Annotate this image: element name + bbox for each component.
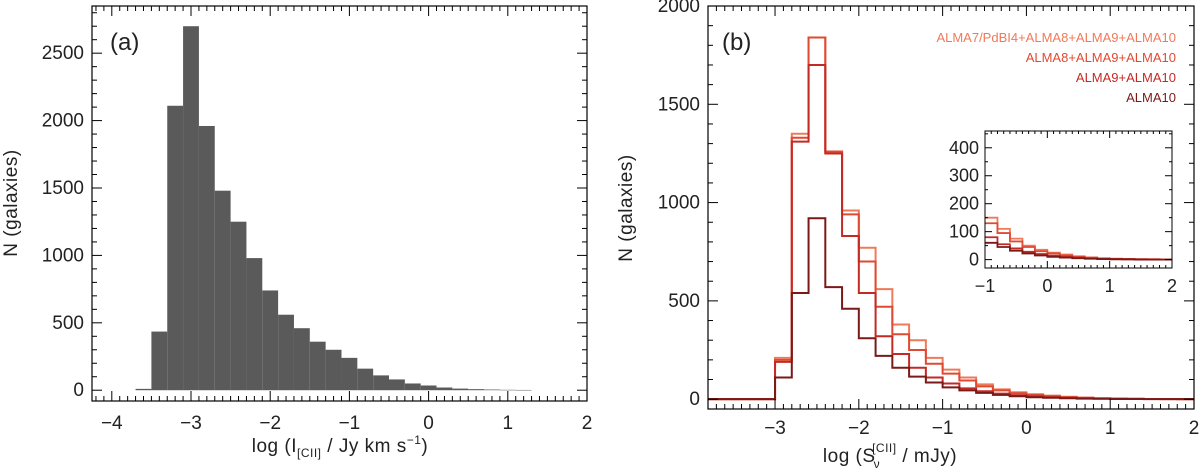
x-tick-label: −4 [101, 413, 123, 434]
histogram-bar [293, 328, 310, 391]
legend-entry: ALMA7/PdBI4+ALMA8+ALMA9+ALMA10 [936, 30, 1176, 45]
histogram-bar [468, 389, 485, 391]
histogram-bar [151, 331, 168, 391]
x-tick-label: −3 [764, 418, 786, 439]
inset-x-tick-label: 0 [1042, 276, 1052, 296]
inset-y-tick-label: 400 [949, 138, 979, 158]
x-tick-label: −3 [180, 413, 202, 434]
y-tick-label: 2000 [42, 111, 84, 132]
step-lines [708, 36, 1194, 401]
histogram-bar [515, 389, 532, 391]
y-tick-label: 500 [668, 291, 700, 312]
x-tick-label: 2 [1189, 418, 1200, 439]
inset-background [985, 131, 1172, 268]
inset-y-tick-label: 200 [949, 194, 979, 214]
histogram-bar [404, 383, 421, 391]
y-tick-label: 500 [52, 313, 84, 334]
x-tick-label: 0 [1021, 418, 1032, 439]
x-tick-label: 1 [1105, 418, 1116, 439]
panel-a-label: (a) [110, 29, 139, 56]
histogram-bar [499, 389, 516, 391]
inset-y-tick-label: 300 [949, 166, 979, 186]
y-axis-label: N (galaxies) [1, 149, 22, 256]
y-tick-label: 0 [689, 389, 700, 410]
legend-entry: ALMA10 [1126, 90, 1176, 105]
y-tick-label: 0 [73, 380, 84, 401]
x-tick-label: 0 [423, 413, 434, 434]
x-axis-ticks: −3 −2 −1 0 1 2 [707, 6, 1200, 439]
inset-y-tick-label: 100 [949, 222, 979, 242]
y-tick-label: 1000 [658, 193, 700, 214]
histogram-bar [198, 125, 215, 391]
histogram-bar [484, 389, 500, 391]
x-tick-label: −2 [259, 413, 281, 434]
x-axis-label: log (Sν[CII] / mJy) [823, 441, 957, 471]
histogram-bar [183, 26, 199, 391]
x-tick-label: −2 [848, 418, 870, 439]
histogram-bar [262, 290, 279, 391]
histogram-bar [389, 379, 405, 391]
histogram-bar [373, 375, 389, 391]
y-tick-label: 2000 [658, 0, 700, 17]
histogram-bar [325, 349, 342, 391]
histogram-bar [230, 221, 247, 391]
histogram-bar [214, 190, 231, 391]
y-axis-label: N (galaxies) [616, 154, 637, 261]
inset-y-tick-label: 0 [969, 250, 979, 270]
inset-x-tick-label: 1 [1105, 276, 1115, 296]
x-axis-ticks: −4 −3 −2 −1 0 1 2 [95, 6, 593, 434]
y-tick-label: 1000 [42, 245, 84, 266]
legend-entry: ALMA8+ALMA9+ALMA10 [1026, 50, 1176, 65]
panel-a-frame [91, 5, 588, 402]
x-tick-label: 2 [582, 413, 593, 434]
x-tick-label: −1 [932, 418, 954, 439]
x-axis-label: log (I[CII] / Jy km s−1) [252, 433, 429, 460]
panel-b-label: (b) [722, 29, 751, 56]
y-tick-label: 1500 [42, 178, 84, 199]
y-tick-label: 2500 [42, 43, 84, 64]
y-tick-label: 1500 [658, 94, 700, 115]
histogram-bar [278, 314, 294, 391]
inset-x-tick-label: −1 [975, 276, 996, 296]
histogram-bar [436, 387, 453, 391]
legend-entry: ALMA9+ALMA10 [1076, 70, 1176, 85]
inset-plot: −1 0 1 2 0 100 200 300 400 [949, 130, 1177, 296]
x-tick-label: 1 [503, 413, 514, 434]
y-axis-ticks: 0 500 1000 1500 2000 2500 [42, 12, 587, 401]
histogram-bar [309, 341, 326, 391]
histogram-bars [135, 26, 532, 391]
histogram-bar [167, 105, 184, 391]
histogram-bar [452, 388, 469, 391]
histogram-bar [420, 385, 437, 391]
inset-x-tick-label: 2 [1167, 276, 1177, 296]
panel-a: −4 −3 −2 −1 0 1 2 0 500 1000 1500 2000 2500 (a) N (… [1, 5, 593, 460]
histogram-bar [246, 258, 263, 391]
histogram-bar [135, 388, 152, 391]
histogram-bar [357, 368, 374, 391]
inset-series-line [985, 241, 1172, 261]
legend: ALMA7/PdBI4+ALMA8+ALMA9+ALMA10 ALMA8+ALMA… [936, 30, 1176, 105]
series-line [708, 217, 1194, 401]
x-tick-label: −1 [339, 413, 361, 434]
histogram-bar [341, 357, 358, 391]
